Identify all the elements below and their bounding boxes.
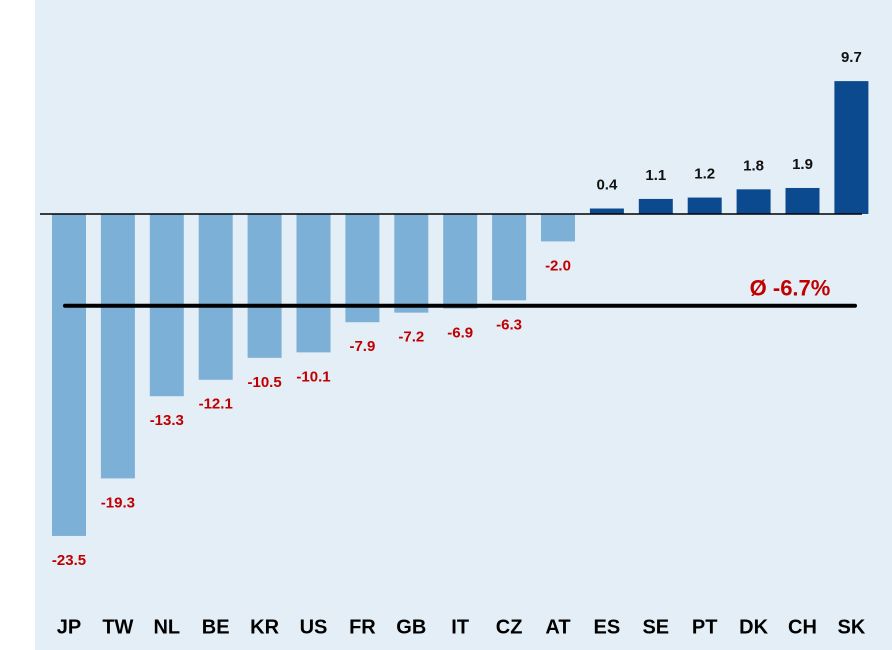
value-label: 1.9	[792, 156, 813, 173]
x-tick-label: ES	[594, 616, 621, 638]
value-label: 1.8	[743, 157, 764, 174]
value-label: -6.9	[447, 324, 473, 341]
value-label: -19.3	[101, 494, 135, 511]
bar	[52, 214, 86, 536]
bar	[492, 214, 527, 301]
bar	[296, 214, 331, 353]
value-label: -10.5	[247, 374, 281, 391]
x-tick-label: AT	[545, 616, 570, 638]
value-label: -2.0	[545, 257, 571, 274]
x-tick-label: FR	[349, 616, 376, 638]
bar	[736, 189, 771, 214]
average-label: Ø -6.7%	[750, 276, 831, 301]
x-tick-label: KR	[250, 616, 279, 638]
value-label: -6.3	[496, 316, 522, 333]
value-label: 0.4	[596, 176, 618, 193]
bar	[589, 208, 624, 214]
x-tick-label: SK	[838, 616, 866, 638]
bar	[541, 214, 575, 242]
bar	[394, 214, 429, 313]
x-tick-label: NL	[153, 616, 180, 638]
bar	[785, 187, 820, 214]
value-label: 1.2	[694, 166, 715, 183]
value-label: -7.9	[349, 338, 375, 355]
value-label: -12.1	[199, 396, 233, 413]
value-label: -13.3	[150, 412, 184, 429]
x-tick-label: PT	[692, 616, 718, 638]
bar	[247, 214, 282, 358]
value-label: -23.5	[52, 552, 86, 569]
value-label: 1.1	[645, 167, 666, 184]
x-tick-label: SE	[642, 616, 669, 638]
x-tick-label: CH	[788, 616, 817, 638]
bar	[100, 214, 135, 479]
x-tick-label: BE	[202, 616, 230, 638]
bar	[443, 214, 478, 309]
x-tick-label: CZ	[496, 616, 523, 638]
x-tick-label: US	[300, 616, 328, 638]
value-label: 9.7	[841, 49, 862, 66]
bar	[834, 81, 869, 214]
bar	[638, 198, 673, 214]
value-label: -10.1	[296, 368, 330, 385]
x-tick-label: IT	[451, 616, 469, 638]
bar	[198, 214, 233, 380]
bar	[687, 197, 722, 214]
value-label: -7.2	[398, 329, 424, 346]
x-tick-label: GB	[396, 616, 426, 638]
x-tick-label: JP	[57, 616, 81, 638]
x-tick-label: TW	[102, 616, 133, 638]
x-tick-label: DK	[739, 616, 768, 638]
